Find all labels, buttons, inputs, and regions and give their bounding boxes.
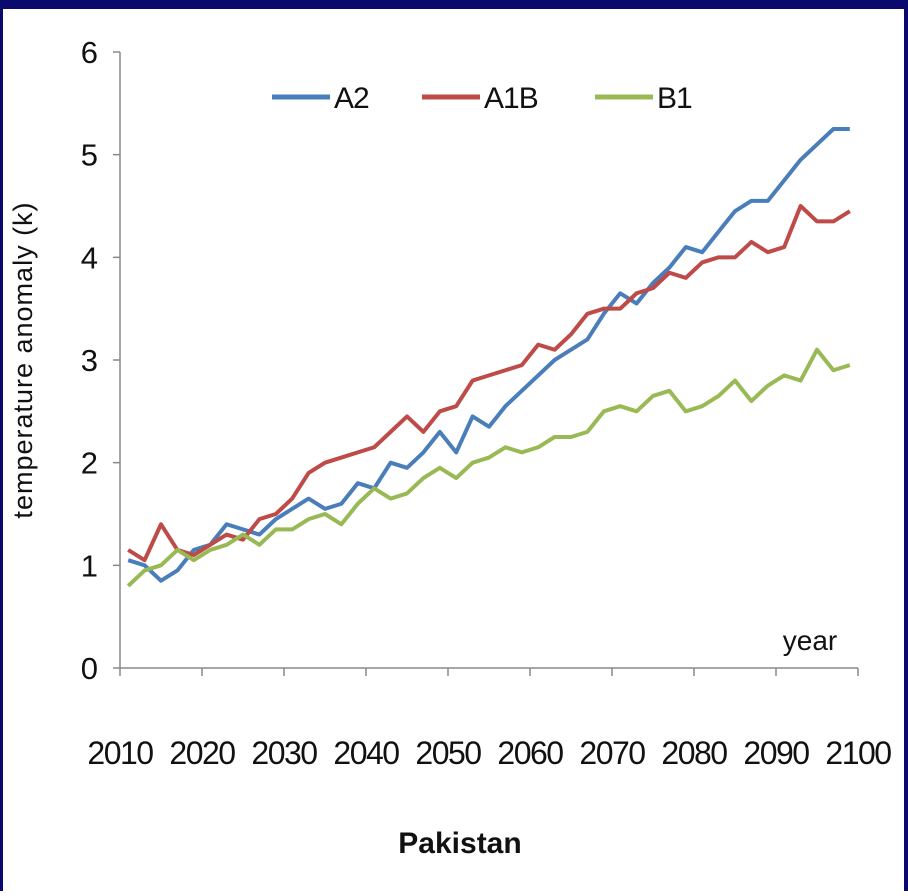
y-tick-label: 1 bbox=[81, 548, 98, 583]
data-line bbox=[126, 347, 851, 588]
x-tick-label: 2100 bbox=[825, 735, 891, 771]
x-tick-label: 2010 bbox=[87, 735, 153, 771]
x-tick-label: 2050 bbox=[415, 735, 481, 771]
legend-label: A1B bbox=[484, 82, 538, 115]
x-tick-label: 2060 bbox=[497, 735, 563, 771]
x-tick-label: 2040 bbox=[333, 735, 399, 771]
legend-label: A2 bbox=[334, 82, 369, 115]
x-tick-label: 2090 bbox=[743, 735, 809, 771]
x-tick-label: 2070 bbox=[579, 735, 645, 771]
y-tick-label: 5 bbox=[81, 138, 98, 173]
data-line bbox=[127, 204, 851, 563]
y-tick-label: 2 bbox=[81, 446, 98, 481]
x-tick-label: 2080 bbox=[661, 735, 727, 771]
y-tick-label: 0 bbox=[81, 651, 98, 686]
y-tick-label: 3 bbox=[81, 343, 98, 378]
annotation: year bbox=[783, 625, 837, 656]
y-tick-label: 6 bbox=[81, 35, 98, 70]
legend-label: B1 bbox=[657, 82, 692, 115]
y-axis-title: temperature anomaly (k) bbox=[8, 201, 38, 518]
x-tick-label: 2020 bbox=[169, 735, 235, 771]
x-tick-label: 2030 bbox=[251, 735, 317, 771]
y-tick-label: 4 bbox=[81, 240, 98, 275]
x-axis-title: Pakistan bbox=[398, 827, 521, 860]
